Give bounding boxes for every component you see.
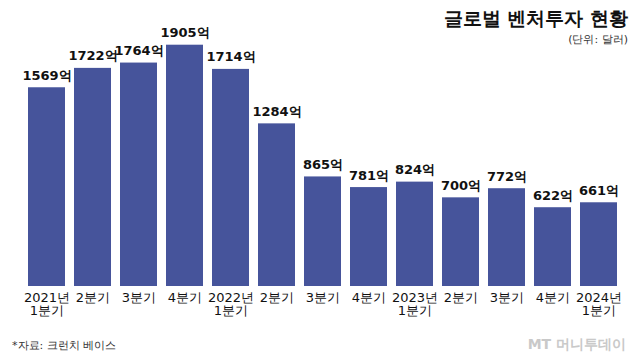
svg-text:772억: 772억 bbox=[487, 169, 527, 184]
svg-text:2021년1분기: 2021년1분기 bbox=[24, 290, 70, 318]
svg-text:1764억: 1764억 bbox=[114, 43, 163, 58]
svg-text:2023년1분기: 2023년1분기 bbox=[392, 290, 438, 318]
svg-text:1569억: 1569억 bbox=[22, 68, 71, 83]
svg-text:865억: 865억 bbox=[303, 157, 343, 172]
svg-text:2분기: 2분기 bbox=[260, 290, 294, 305]
svg-text:2022년1분기: 2022년1분기 bbox=[208, 290, 254, 318]
svg-text:3분기: 3분기 bbox=[122, 290, 156, 305]
html-text:(단위: 달러): (단위: 달러) bbox=[568, 33, 628, 46]
svg-text:4분기: 4분기 bbox=[168, 290, 202, 305]
svg-text:4분기: 4분기 bbox=[536, 290, 570, 305]
svg-text:3분기: 3분기 bbox=[306, 290, 340, 305]
svg-text:661억: 661억 bbox=[579, 183, 619, 198]
svg-text:622억: 622억 bbox=[533, 188, 573, 203]
svg-text:2분기: 2분기 bbox=[444, 290, 478, 305]
svg-text:4분기: 4분기 bbox=[352, 290, 386, 305]
svg-text:1905억: 1905억 bbox=[160, 25, 209, 40]
svg-text:1284억: 1284억 bbox=[252, 104, 301, 119]
svg-text:1714억: 1714억 bbox=[206, 49, 255, 64]
html-text:*자료: 크런치 베이스: *자료: 크런치 베이스 bbox=[12, 339, 117, 352]
html-text:MT 머니투데이: MT 머니투데이 bbox=[527, 336, 626, 352]
svg-text:1722억: 1722억 bbox=[68, 48, 117, 63]
svg-text:781억: 781억 bbox=[349, 168, 389, 183]
svg-text:700억: 700억 bbox=[441, 178, 481, 193]
svg-text:2024년1분기: 2024년1분기 bbox=[576, 290, 622, 318]
svg-text:2분기: 2분기 bbox=[76, 290, 110, 305]
svg-text:3분기: 3분기 bbox=[490, 290, 524, 305]
html-text:글로벌 벤처투자 현황: 글로벌 벤처투자 현황 bbox=[443, 7, 628, 29]
svg-text:824억: 824억 bbox=[395, 162, 435, 177]
